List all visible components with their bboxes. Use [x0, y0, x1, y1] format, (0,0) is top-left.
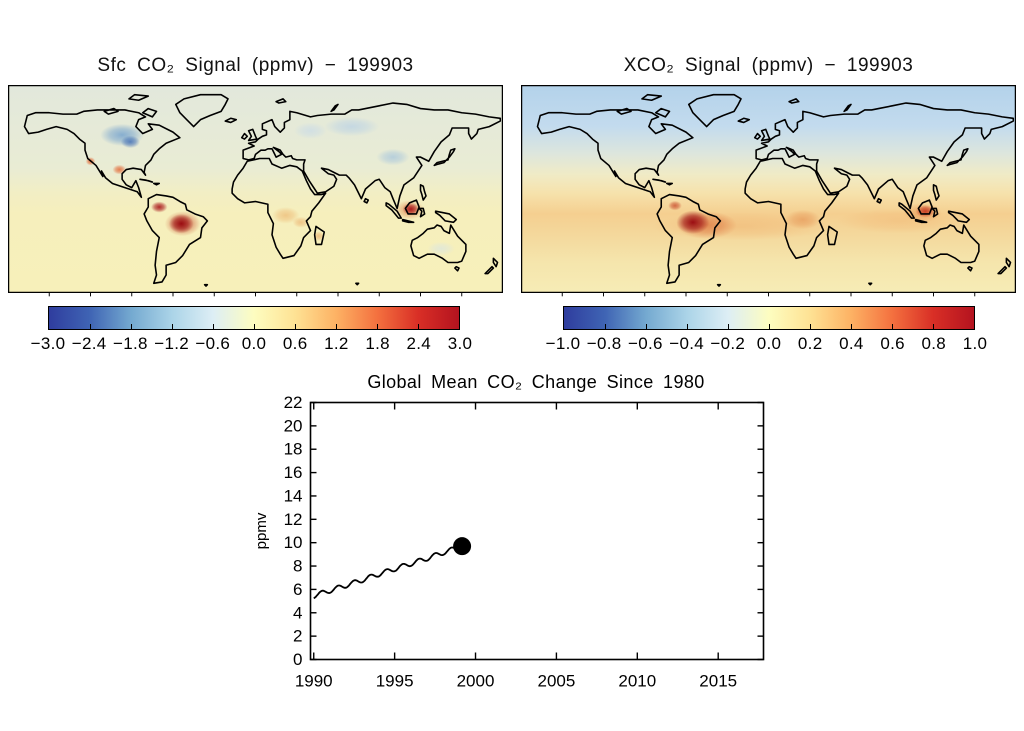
colorbar-tick [131, 324, 132, 329]
signal-hotspot [120, 135, 140, 149]
colorbar-tick-label: 0.6 [880, 334, 905, 353]
colorbar-tick [933, 324, 934, 329]
colorbar-tick-label: −0.4 [669, 334, 704, 353]
y-tick-label: 8 [293, 557, 302, 576]
signal-hotspot [272, 207, 300, 224]
chart-title: Global Mean CO₂ Change Since 1980 [367, 372, 705, 392]
x-tick-label: 2000 [457, 672, 495, 691]
signal-hotspot [151, 201, 168, 213]
signal-hotspot [324, 116, 380, 137]
colorbar-tick [892, 324, 893, 329]
signal-hotspot [668, 200, 682, 211]
map-background [8, 85, 503, 293]
colorbar-tick [295, 324, 296, 329]
colorbar-tick-label: −0.6 [195, 334, 231, 353]
colorbar-tick-label: 0.4 [839, 334, 864, 353]
signal-hotspot [376, 148, 410, 166]
colorbar-tick [646, 324, 647, 329]
colorbar-tick-label: 0.8 [921, 334, 947, 353]
y-tick-label: 10 [284, 533, 303, 552]
colorbar-tick [687, 324, 688, 329]
colorbar-tick [605, 324, 606, 329]
signal-hotspot [112, 164, 127, 175]
colorbar-tick-label: 1.8 [365, 334, 390, 353]
signal-hotspot [168, 213, 194, 234]
y-tick-label: 22 [284, 393, 303, 412]
y-tick-label: 6 [293, 580, 302, 599]
y-tick-label: 20 [284, 416, 303, 435]
x-tick-label: 1990 [295, 672, 333, 691]
y-tick-label: 14 [284, 486, 303, 505]
sfc-colorbar-labels: −3.0 −2.4 −1.8 −1.2 −0.6 0.0 0.6 1.2 1.8 2.4 3.0 [31, 334, 472, 358]
current-month-marker [453, 537, 472, 556]
global-mean-co2-line-chart: 1990 1995 2000 2005 2010 2015 0 2 4 6 8 10 12 14 16 18 2… [253, 393, 765, 691]
xco2-map-title: XCO₂ Signal (ppmv) − 199903 [623, 55, 914, 76]
x-tick-label: 2015 [699, 672, 737, 691]
signal-hotspot [313, 231, 325, 241]
colorbar-tick [254, 324, 255, 329]
y-tick-label: 2 [293, 627, 302, 646]
colorbar-tick [90, 324, 91, 329]
signal-hotspot [427, 241, 455, 256]
xco2-colorbar-gradient-bar [563, 306, 975, 330]
colorbar-tick [769, 324, 770, 329]
map-background [521, 85, 1016, 293]
y-tick-label: 18 [284, 440, 303, 459]
colorbar-tick [728, 324, 729, 329]
sfc-co2-world-map [7, 84, 504, 297]
signal-hotspot [292, 216, 310, 228]
colorbar-tick [418, 324, 419, 329]
colorbar-tick-label: 0.0 [241, 334, 267, 353]
colorbar-tick-label: 3.0 [447, 334, 473, 353]
sfc-colorbar-gradient-bar [48, 306, 460, 330]
map-frame [520, 84, 1017, 294]
y-tick-label: 0 [293, 650, 302, 669]
map-frame [7, 84, 504, 294]
colorbar-tick [336, 324, 337, 329]
colorbar-tick-label: −3.0 [30, 334, 66, 353]
x-tick-label: 1995 [376, 672, 414, 691]
colorbar-tick-label: −0.6 [628, 334, 663, 353]
sfc-colorbar: −3.0 −2.4 −1.8 −1.2 −0.6 0.0 0.6 1.2 1.8 2.4 3.0 [31, 306, 472, 358]
colorbar-tick-label: −1.2 [154, 334, 189, 353]
colorbar-tick-label: −1.8 [113, 334, 148, 353]
x-tick-label: 2010 [618, 672, 656, 691]
colorbar-tick-label: 0.2 [797, 334, 823, 353]
chart-frame [309, 401, 765, 661]
y-tick-label: 12 [284, 510, 303, 529]
colorbar-tick [213, 324, 214, 329]
co2-change-line [313, 546, 463, 600]
colorbar-tick-label: −0.2 [710, 334, 746, 353]
colorbar-tick-label: 1.0 [962, 334, 988, 353]
y-tick-label: 4 [293, 603, 302, 622]
signal-hotspot [676, 210, 710, 235]
colorbar-tick [851, 324, 852, 329]
xco2-world-map [520, 84, 1017, 297]
signal-hotspot [785, 209, 821, 230]
colorbar-tick-label: −2.4 [71, 334, 107, 353]
y-axis-label: ppmv [253, 512, 270, 549]
colorbar-tick-label: 0.6 [282, 334, 308, 353]
xco2-colorbar: −1.0 −0.8 −0.6 −0.4 −0.2 0.0 0.2 0.4 0.6 0.8 1.0 [546, 306, 987, 358]
colorbar-tick [172, 324, 173, 329]
sfc-map-title: Sfc CO₂ Signal (ppmv) − 199903 [97, 55, 414, 76]
colorbar-tick-label: 1.2 [324, 334, 349, 353]
colorbar-tick-label: 0.0 [756, 334, 782, 353]
colorbar-tick [377, 324, 378, 329]
x-tick-label: 2005 [538, 672, 576, 691]
colorbar-tick-label: −1.0 [545, 334, 581, 353]
colorbar-tick-label: 2.4 [406, 334, 432, 353]
colorbar-tick-label: −0.8 [586, 334, 622, 353]
signal-hotspot [294, 122, 327, 140]
signal-hotspot [837, 208, 961, 234]
xco2-colorbar-labels: −1.0 −0.8 −0.6 −0.4 −0.2 0.0 0.2 0.4 0.6 0.8 1.0 [546, 334, 987, 358]
y-tick-label: 16 [284, 463, 303, 482]
colorbar-tick [810, 324, 811, 329]
